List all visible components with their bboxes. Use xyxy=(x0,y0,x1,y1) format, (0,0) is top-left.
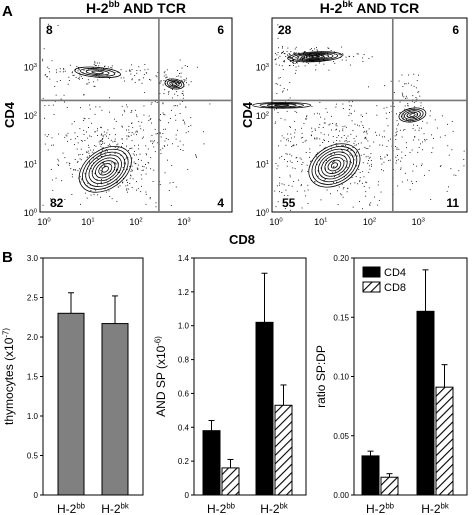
x-tick-label: 103 xyxy=(412,217,425,227)
category-label: H-2bk xyxy=(101,501,129,515)
quadrant-top-left: 28 xyxy=(278,23,292,37)
y-tick-label: 3.0 xyxy=(27,254,39,263)
y-tick-label: 0.20 xyxy=(333,254,349,263)
density-contours xyxy=(252,51,427,188)
y-tick-label: 2.0 xyxy=(27,333,39,342)
y-tick-label: 0.2 xyxy=(178,457,190,466)
y-tick-label: 100 xyxy=(24,208,38,218)
x-tick-label: 102 xyxy=(363,217,376,227)
y-tick-label: 0.8 xyxy=(178,356,190,365)
y-tick-label: 0.15 xyxy=(333,313,349,322)
category-label: H-2bb xyxy=(207,501,236,515)
quadrant-top-right: 6 xyxy=(452,23,459,37)
thymocytes-bar-chart: 0 0.5 1.0 1.5 2.0 2.5 3.0 thymocytes (x10-7) H-2… xyxy=(1,254,144,515)
y-axis-label: thymocytes (x10-7) xyxy=(1,328,16,425)
legend-swatch xyxy=(362,281,381,293)
y-tick-label: 1.2 xyxy=(178,288,190,297)
y-axis-label: CD4 xyxy=(240,101,255,128)
quadrant-top-left: 8 xyxy=(46,23,53,37)
flow-plot-bk: H-2bk AND TCR 28 6 55 11 100 101 102 103 100 101 10… xyxy=(229,0,468,247)
x-tick-label: 102 xyxy=(129,217,142,227)
event-dots xyxy=(274,24,465,211)
bar xyxy=(57,312,85,496)
x-tick-label: 101 xyxy=(314,217,327,227)
bar xyxy=(101,323,129,496)
density-contours xyxy=(74,66,185,193)
y-tick-label: 102 xyxy=(256,111,269,121)
y-tick-label: 0 xyxy=(185,491,190,500)
quadrant-bottom-right: 4 xyxy=(217,196,224,210)
y-tick-label: 1.4 xyxy=(178,254,190,263)
plot-frame xyxy=(271,17,468,213)
legend-swatch xyxy=(362,266,381,278)
y-tick-label: 0.10 xyxy=(333,373,349,382)
bar-solid xyxy=(255,321,274,496)
y-tick-label: 1.5 xyxy=(27,373,39,382)
x-tick-label: 100 xyxy=(269,217,283,227)
bar-hatched xyxy=(380,476,399,496)
x-tick-label: 101 xyxy=(81,217,94,227)
y-tick-label: 0.05 xyxy=(333,432,349,441)
bar-solid xyxy=(361,455,380,496)
x-tick-label: 100 xyxy=(37,217,51,227)
category-label: H-2bk xyxy=(421,501,449,515)
y-axis-label: CD4 xyxy=(2,101,17,128)
category-label: H-2bb xyxy=(57,501,86,515)
and-sp-bar-chart: 0 0.2 0.4 0.6 0.8 1.0 1.2 1.4 AND SP (x10-6) H-2b… xyxy=(153,254,307,515)
y-tick-label: 0.4 xyxy=(178,423,190,432)
flow-plot-title: H-2bb AND TCR xyxy=(86,0,186,16)
y-tick-label: 1.0 xyxy=(178,322,190,331)
ratio-sp-dp-bar-chart: 0.00 0.05 0.10 0.15 0.20 ratio SP:DP H-2bb H-2b… xyxy=(314,254,468,515)
y-tick-label: 1.0 xyxy=(27,412,39,421)
y-tick-label: 100 xyxy=(256,208,270,218)
y-tick-label: 103 xyxy=(256,63,269,73)
y-axis-label: ratio SP:DP xyxy=(314,345,328,408)
y-tick-label: 0.6 xyxy=(178,389,190,398)
legend-label: CD4 xyxy=(384,267,406,279)
bar-hatched xyxy=(274,404,293,496)
y-tick-label: 0.5 xyxy=(27,452,39,461)
category-label: H-2bk xyxy=(260,501,288,515)
y-tick-label: 101 xyxy=(24,160,37,170)
panel-label-a: A xyxy=(2,3,13,20)
y-axis-label: AND SP (x10-6) xyxy=(153,336,168,417)
quadrant-bottom-left: 82 xyxy=(50,196,64,210)
category-label: H-2bb xyxy=(366,501,395,515)
y-tick-label: 103 xyxy=(24,63,37,73)
legend-label: CD8 xyxy=(384,282,406,294)
bar-solid xyxy=(202,430,221,496)
y-tick-label: 101 xyxy=(256,160,269,170)
x-tick-label: 103 xyxy=(177,217,190,227)
bar-hatched xyxy=(221,467,240,496)
y-tick-label: 0 xyxy=(34,491,39,500)
y-tick-label: 2.5 xyxy=(27,294,39,303)
quadrant-top-right: 6 xyxy=(217,23,224,37)
y-tick-label: 102 xyxy=(24,111,37,121)
bar-hatched xyxy=(435,386,454,496)
quadrant-bottom-right: 11 xyxy=(446,196,459,210)
y-tick-label: 0.00 xyxy=(333,491,349,500)
flow-plot-title: H-2bk AND TCR xyxy=(320,0,419,16)
plot-frame xyxy=(193,257,307,496)
flow-plot-bb: H-2bb AND TCR 8 6 82 4 100 101 102 103 100 101 102 1… xyxy=(2,0,233,227)
quadrant-bottom-left: 55 xyxy=(282,196,296,210)
panel-label-b: B xyxy=(2,249,13,266)
bar-solid xyxy=(416,310,435,496)
x-axis-label: CD8 xyxy=(229,232,255,247)
